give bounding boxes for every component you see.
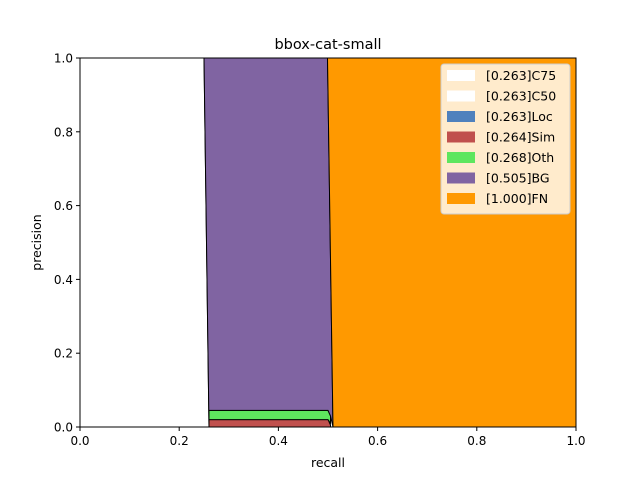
legend-swatch bbox=[447, 152, 475, 163]
x-tick-label: 0.6 bbox=[368, 434, 387, 448]
legend-swatch bbox=[447, 172, 475, 184]
area-series-5 bbox=[203, 57, 334, 428]
x-axis: 0.0 0.2 0.4 0.6 0.8 1.0 bbox=[70, 427, 586, 448]
x-tick-label: 0.8 bbox=[467, 434, 486, 448]
legend-label: [0.263]Loc bbox=[486, 109, 553, 124]
legend-swatch bbox=[447, 70, 475, 81]
area-series-1 bbox=[79, 57, 210, 428]
area-series-3 bbox=[208, 419, 331, 428]
legend-swatch bbox=[447, 90, 475, 102]
x-tick-label: 0.0 bbox=[70, 434, 89, 448]
y-tick-label: 0.0 bbox=[54, 421, 73, 435]
legend-label: [0.264]Sim bbox=[486, 130, 555, 145]
legend-label: [0.263]C75 bbox=[486, 68, 556, 83]
legend-label: [0.263]C50 bbox=[486, 89, 556, 104]
x-tick-label: 0.2 bbox=[170, 434, 189, 448]
legend-swatch bbox=[447, 131, 475, 143]
legend-label: [1.000]FN bbox=[486, 191, 548, 206]
legend-swatch bbox=[447, 193, 475, 204]
x-tick-label: 1.0 bbox=[566, 434, 585, 448]
x-axis-label: recall bbox=[311, 455, 345, 470]
y-tick-label: 0.2 bbox=[54, 347, 73, 361]
x-tick-label: 0.4 bbox=[269, 434, 288, 448]
y-tick-label: 0.8 bbox=[54, 125, 73, 139]
y-tick-label: 0.6 bbox=[54, 199, 73, 213]
legend: [0.263]C75 [0.263]C50 [0.263]Loc [0.264]Sim… bbox=[440, 63, 571, 215]
legend-swatch bbox=[447, 111, 475, 122]
y-axis-label: precision bbox=[29, 214, 44, 270]
y-tick-label: 1.0 bbox=[54, 52, 73, 66]
chart-title: bbox-cat-small bbox=[274, 37, 381, 53]
legend-label: [0.505]BG bbox=[486, 171, 550, 186]
y-tick-label: 0.4 bbox=[54, 273, 73, 287]
plot-frame bbox=[79, 57, 577, 428]
y-axis: 0.0 0.2 0.4 0.6 0.8 1.0 bbox=[54, 52, 80, 435]
legend-label: [0.268]Oth bbox=[486, 150, 554, 165]
